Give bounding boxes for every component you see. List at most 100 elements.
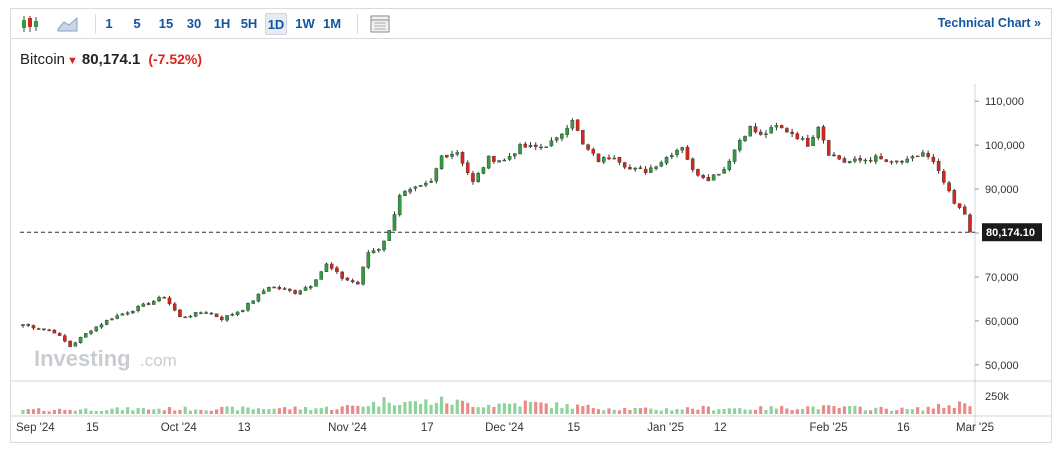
- volume-bar: [403, 402, 407, 414]
- volume-bar: [769, 406, 773, 414]
- candle-body: [894, 160, 899, 163]
- volume-bar: [869, 410, 873, 414]
- y-tick-label: 100,000: [985, 140, 1025, 152]
- candle-body: [298, 290, 303, 295]
- volume-bar: [262, 409, 266, 414]
- technical-chart-link[interactable]: Technical Chart »: [937, 16, 1041, 30]
- volume-bar: [821, 405, 826, 414]
- volume-bar: [492, 406, 496, 414]
- timeframe-1d[interactable]: 1D: [265, 13, 287, 35]
- volume-bar: [795, 409, 799, 414]
- candle-body: [806, 137, 810, 147]
- candle-body: [947, 182, 951, 192]
- candle-body: [261, 290, 266, 295]
- volume-bar: [774, 408, 778, 414]
- candle-body: [518, 144, 522, 155]
- volume-bar: [685, 407, 690, 414]
- candle-body: [329, 263, 334, 269]
- candle-body: [455, 152, 460, 155]
- candle-body: [450, 153, 454, 157]
- candle-body: [471, 173, 475, 182]
- candle-body: [162, 297, 167, 299]
- y-tick-label: 90,000: [985, 184, 1019, 196]
- volume-bar: [508, 403, 512, 414]
- candle-body: [152, 301, 156, 305]
- candle-body: [26, 324, 31, 326]
- candle-body: [513, 153, 517, 157]
- volume-bar: [534, 401, 538, 414]
- volume-bar: [450, 404, 454, 414]
- candle-body: [104, 320, 109, 325]
- candle-body: [84, 333, 88, 338]
- last-price: 80,174.1: [81, 51, 141, 68]
- volume-bar: [518, 406, 522, 414]
- timeframe-5[interactable]: 5: [133, 16, 141, 31]
- volume-bar: [136, 408, 140, 414]
- candle-body: [125, 312, 130, 315]
- candle-body: [225, 315, 229, 321]
- candle-body: [146, 303, 151, 305]
- candlestick-icon[interactable]: [19, 14, 41, 34]
- timeframe-5h[interactable]: 5H: [240, 16, 258, 31]
- volume-bar: [21, 409, 25, 414]
- volume-bar: [298, 409, 302, 414]
- volume-bar: [957, 401, 962, 414]
- instrument-name[interactable]: Bitcoin: [20, 51, 66, 68]
- timeframe-30[interactable]: 30: [186, 16, 202, 31]
- candle-body: [240, 310, 245, 312]
- candle-body: [533, 144, 538, 147]
- candle-body: [779, 125, 784, 129]
- candle-body: [748, 125, 753, 137]
- candle-body: [199, 312, 203, 314]
- volume-bar: [816, 409, 820, 414]
- volume-bar: [565, 404, 569, 414]
- volume-bar: [434, 402, 438, 414]
- volume-bar: [356, 405, 360, 414]
- candle-body: [669, 155, 674, 157]
- candle-body: [36, 328, 41, 330]
- volume-bar: [366, 406, 370, 414]
- candle-body: [481, 167, 486, 174]
- candle-body: [936, 160, 941, 171]
- area-chart-icon[interactable]: [57, 15, 79, 33]
- candle-body: [167, 297, 172, 305]
- volume-bar: [99, 411, 104, 414]
- volume-bar: [283, 407, 287, 414]
- volume-bar: [675, 409, 679, 414]
- candle-body: [769, 127, 773, 134]
- candle-body: [31, 325, 36, 329]
- volume-bar: [225, 406, 229, 414]
- volume-bar: [528, 402, 533, 414]
- volume-bar: [968, 406, 972, 414]
- volume-bar: [141, 408, 145, 414]
- volume-bar: [602, 410, 606, 414]
- candle-body: [649, 167, 653, 173]
- volume-bar: [832, 406, 836, 414]
- timeframe-1m[interactable]: 1M: [322, 16, 342, 31]
- volume-bar: [722, 409, 726, 414]
- volume-bar: [89, 410, 93, 414]
- table-icon[interactable]: [369, 14, 391, 34]
- x-tick-label: 16: [897, 422, 910, 434]
- candle-body: [837, 155, 841, 160]
- candle-body: [915, 155, 920, 158]
- candle-body: [853, 158, 857, 162]
- volume-bar: [863, 410, 867, 414]
- candle-body: [926, 152, 930, 158]
- candle-body: [586, 144, 590, 150]
- volume-bar: [952, 407, 956, 414]
- candle-body: [842, 158, 847, 163]
- timeframe-15[interactable]: 15: [158, 16, 174, 31]
- candle-body: [324, 263, 329, 272]
- candle-body: [957, 203, 962, 208]
- candle-body: [63, 335, 67, 342]
- candle-body: [643, 168, 648, 174]
- timeframe-1[interactable]: 1: [105, 16, 113, 31]
- candle-body: [717, 173, 721, 176]
- volume-bar: [68, 409, 72, 414]
- timeframe-1w[interactable]: 1W: [295, 16, 315, 31]
- volume-bar: [827, 405, 831, 414]
- timeframe-1h[interactable]: 1H: [213, 16, 231, 31]
- candle-body: [188, 315, 193, 318]
